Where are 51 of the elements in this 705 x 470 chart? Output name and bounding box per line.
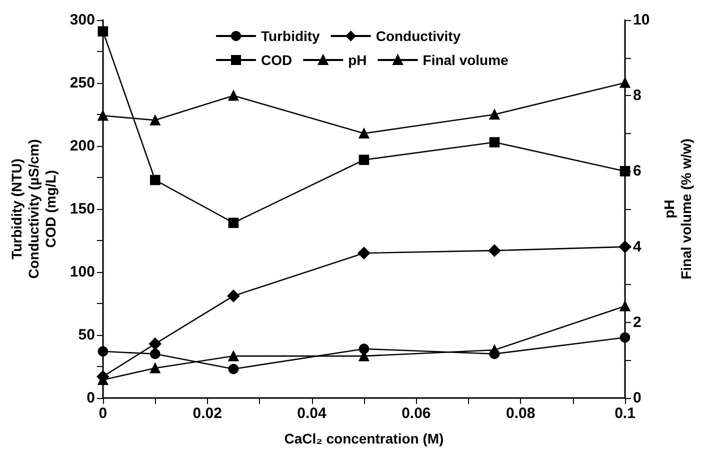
point [620, 300, 630, 312]
point [98, 26, 108, 36]
y2-tick-label: 6 [633, 162, 642, 180]
point [620, 78, 630, 88]
x-tick-label: 0.1 [614, 405, 636, 422]
y-tick-label: 300 [70, 12, 95, 28]
point [358, 128, 370, 139]
y2-axis-title: pH Final volume (% w/w) [661, 138, 694, 280]
y-tick-label: 250 [70, 74, 95, 92]
y2-tick-label: 0 [633, 390, 642, 406]
point [150, 348, 160, 360]
point [228, 350, 239, 362]
point [148, 338, 162, 350]
y-tick-label: 150 [70, 200, 95, 218]
point [358, 344, 370, 354]
x-tick-label: 0 [98, 405, 108, 422]
y-tick-label: 50 [78, 326, 95, 344]
point [98, 346, 108, 357]
legend-label: pH [348, 52, 367, 68]
y-tick-label: 0 [86, 390, 95, 406]
x-axis-title: CaCl₂ concentration (M) [284, 430, 444, 446]
y2-tick-label: 10 [633, 12, 650, 28]
legend-label: Conductivity [376, 28, 461, 44]
x-tick-label: 0.04 [297, 405, 328, 422]
point [358, 246, 370, 260]
point [489, 348, 500, 360]
point [620, 332, 630, 343]
point [489, 109, 500, 120]
point [488, 244, 501, 257]
y2-tick-label: 2 [633, 314, 642, 331]
legend-label: COD [261, 52, 292, 68]
y-tick-label: 100 [70, 264, 95, 280]
legend-label: Turbidity [261, 28, 320, 44]
point [228, 218, 239, 228]
y2-tick-label: 4 [633, 238, 642, 256]
point [150, 174, 160, 186]
y-axis-title: Turbidity (NTU) Conductivity (µS/cm) COD (mg/L) [8, 139, 58, 279]
point [227, 290, 240, 302]
point [358, 154, 370, 166]
legend-label: Final volume [422, 52, 509, 68]
x-tick-label: 0.02 [192, 405, 222, 422]
point [618, 240, 632, 253]
x-tick-label: 0.06 [402, 405, 431, 422]
y2-tick-label: 8 [633, 87, 642, 104]
point [228, 90, 239, 101]
point [489, 137, 500, 148]
point [228, 364, 239, 374]
point [150, 362, 160, 374]
point [150, 115, 160, 126]
y-tick-label: 200 [70, 138, 95, 154]
x-tick-label: 0.08 [506, 405, 536, 422]
